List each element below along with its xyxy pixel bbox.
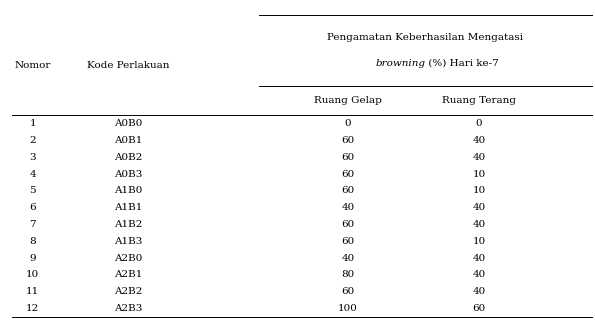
Text: 1: 1: [29, 119, 36, 128]
Text: A2B1: A2B1: [114, 270, 142, 280]
Text: A1B2: A1B2: [114, 220, 142, 229]
Text: 60: 60: [342, 220, 355, 229]
Text: 11: 11: [26, 287, 39, 296]
Text: Ruang Terang: Ruang Terang: [442, 96, 516, 105]
Text: 7: 7: [29, 220, 36, 229]
Text: A0B2: A0B2: [114, 153, 142, 162]
Text: 8: 8: [29, 237, 36, 246]
Text: 40: 40: [472, 220, 486, 229]
Text: 6: 6: [29, 203, 36, 212]
Text: 80: 80: [342, 270, 355, 280]
Text: A1B1: A1B1: [114, 203, 142, 212]
Text: Nomor: Nomor: [14, 60, 51, 70]
Text: 5: 5: [29, 187, 36, 195]
Text: 40: 40: [342, 203, 355, 212]
Text: 10: 10: [472, 187, 486, 195]
Text: 60: 60: [472, 304, 486, 313]
Text: A1B3: A1B3: [114, 237, 142, 246]
Text: 4: 4: [29, 170, 36, 179]
Text: 100: 100: [338, 304, 358, 313]
Text: 2: 2: [29, 136, 36, 145]
Text: 40: 40: [472, 153, 486, 162]
Text: browning: browning: [375, 59, 425, 68]
Text: 60: 60: [342, 170, 355, 179]
Text: 40: 40: [472, 287, 486, 296]
Text: 0: 0: [345, 119, 352, 128]
Text: 40: 40: [472, 254, 486, 263]
Text: 60: 60: [342, 153, 355, 162]
Text: A1B0: A1B0: [114, 187, 142, 195]
Text: 40: 40: [472, 203, 486, 212]
Text: Ruang Gelap: Ruang Gelap: [314, 96, 382, 105]
Text: 0: 0: [475, 119, 483, 128]
Text: 40: 40: [472, 136, 486, 145]
Text: 60: 60: [342, 237, 355, 246]
Text: A0B0: A0B0: [114, 119, 142, 128]
Text: 60: 60: [342, 287, 355, 296]
Text: 60: 60: [342, 187, 355, 195]
Text: A0B1: A0B1: [114, 136, 142, 145]
Text: 3: 3: [29, 153, 36, 162]
Text: A0B3: A0B3: [114, 170, 142, 179]
Text: 12: 12: [26, 304, 39, 313]
Text: Pengamatan Keberhasilan Mengatasi: Pengamatan Keberhasilan Mengatasi: [327, 33, 524, 42]
Text: Kode Perlakuan: Kode Perlakuan: [87, 60, 169, 70]
Text: A2B0: A2B0: [114, 254, 142, 263]
Text: 10: 10: [26, 270, 39, 280]
Text: 40: 40: [342, 254, 355, 263]
Text: 10: 10: [472, 170, 486, 179]
Text: 40: 40: [472, 270, 486, 280]
Text: 9: 9: [29, 254, 36, 263]
Text: A2B2: A2B2: [114, 287, 142, 296]
Text: (%) Hari ke-7: (%) Hari ke-7: [425, 59, 499, 68]
Text: 10: 10: [472, 237, 486, 246]
Text: 60: 60: [342, 136, 355, 145]
Text: A2B3: A2B3: [114, 304, 142, 313]
